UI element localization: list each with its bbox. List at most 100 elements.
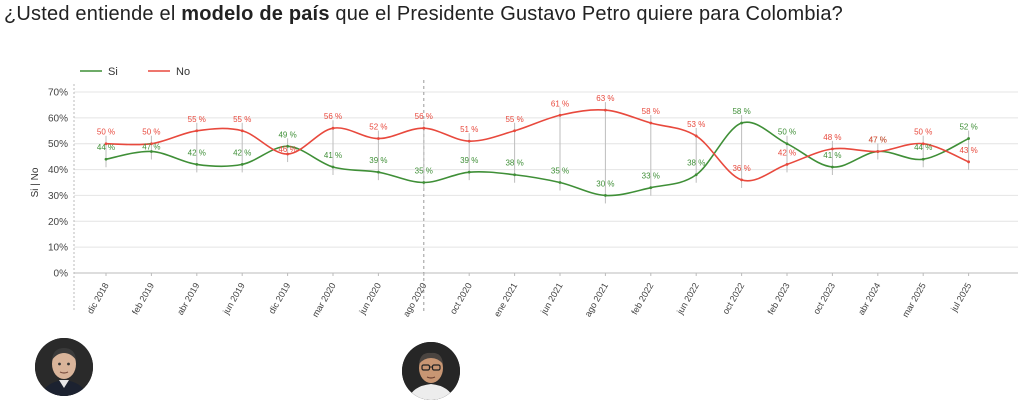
title-bold: modelo de país xyxy=(181,3,330,25)
data-label-si: 30 % xyxy=(596,179,614,188)
data-label-no: 56 % xyxy=(415,112,433,121)
data-label-no: 56 % xyxy=(324,112,342,121)
y-tick-label: 20% xyxy=(48,217,68,228)
data-point-no xyxy=(785,163,789,166)
data-label-no: 42 % xyxy=(778,148,796,157)
data-point-no xyxy=(921,142,925,146)
data-label-no: 53 % xyxy=(687,120,705,129)
series-line-no xyxy=(105,109,969,182)
title-suffix: que el Presidente Gustavo Petro quiere p… xyxy=(329,3,843,25)
data-label-no: 63 % xyxy=(596,94,614,103)
data-label-no: 46 % xyxy=(278,145,296,154)
x-tick-label: feb 2023 xyxy=(766,281,792,316)
data-point-si xyxy=(921,157,925,161)
data-point-no xyxy=(967,160,970,164)
y-axis-title: Si | No xyxy=(30,167,41,197)
data-label-si: 49 % xyxy=(278,130,296,139)
data-label-no: 52 % xyxy=(369,123,387,132)
y-tick-label: 60% xyxy=(48,113,68,124)
data-label-no: 50 % xyxy=(914,128,932,137)
y-tick-label: 0% xyxy=(54,269,69,280)
title-prefix: ¿Usted entiende el xyxy=(4,3,182,25)
data-label-no: 55 % xyxy=(505,115,523,124)
data-label-si: 47 % xyxy=(869,135,887,144)
data-label-no: 50 % xyxy=(97,128,115,137)
x-tick-label: mar 2025 xyxy=(900,281,928,319)
data-label-no: 51 % xyxy=(460,125,478,134)
x-tick-label: dic 2019 xyxy=(267,281,293,315)
y-tick-label: 50% xyxy=(48,139,68,150)
data-label-si: 47 % xyxy=(142,142,160,151)
data-label-si: 41 % xyxy=(823,151,841,160)
portrait-duque-image xyxy=(35,338,93,396)
data-point-si xyxy=(513,173,516,177)
data-point-si xyxy=(785,142,789,146)
data-label-si: 35 % xyxy=(551,167,569,176)
data-label-si: 44 % xyxy=(914,143,932,152)
data-point-no xyxy=(422,126,426,130)
x-tick-label: ene 2021 xyxy=(492,281,519,319)
data-point-si xyxy=(467,170,471,174)
series-line-si xyxy=(105,121,969,197)
data-point-si xyxy=(558,181,562,184)
x-tick-label: ago 2021 xyxy=(583,281,610,319)
data-label-si: 44 % xyxy=(97,143,115,152)
data-point-si xyxy=(740,121,743,125)
data-point-no xyxy=(831,147,834,151)
portrait-petro-image xyxy=(402,342,460,400)
data-label-si: 39 % xyxy=(460,156,478,165)
data-point-no xyxy=(740,178,743,182)
x-tick-label: jun 2019 xyxy=(220,281,246,317)
x-tick-label: abr 2024 xyxy=(856,281,882,317)
data-point-si xyxy=(967,137,970,140)
data-point-no xyxy=(876,150,880,153)
data-point-si xyxy=(377,170,380,174)
data-point-no xyxy=(558,113,562,117)
data-point-si xyxy=(694,173,698,177)
y-tick-label: 10% xyxy=(48,243,68,254)
data-point-no xyxy=(331,126,335,130)
data-label-si: 38 % xyxy=(505,159,523,168)
data-label-si: 38 % xyxy=(687,159,705,168)
data-label-si: 33 % xyxy=(642,172,660,181)
y-tick-label: 40% xyxy=(48,165,68,176)
line-chart: 0% 10% 20% 30% 40% 50% 60% 70% Si | No dic 2018 fe… xyxy=(30,66,1018,319)
data-label-no: 36 % xyxy=(732,164,750,173)
x-tick-label: abr 2019 xyxy=(175,281,201,317)
data-label-si: 39 % xyxy=(369,156,387,165)
data-label-no: 43 % xyxy=(959,146,977,155)
data-point-si xyxy=(150,150,153,153)
x-tick-label: jun 2022 xyxy=(674,281,700,317)
data-label-si: 35 % xyxy=(415,167,433,176)
y-tick-label: 30% xyxy=(48,191,68,202)
data-label-no: 50 % xyxy=(142,128,160,137)
data-point-no xyxy=(377,137,380,140)
x-tick-label: feb 2022 xyxy=(629,281,655,316)
data-point-no xyxy=(649,121,653,125)
data-label-si: 58 % xyxy=(732,107,750,116)
data-point-no xyxy=(150,142,153,146)
portrait-petro xyxy=(402,342,460,400)
legend-label-no: No xyxy=(176,66,190,78)
data-point-si xyxy=(422,181,426,184)
legend-label-si: Si xyxy=(108,66,118,78)
x-tick-label: jun 2020 xyxy=(357,281,383,317)
data-point-si xyxy=(240,163,244,166)
x-tick-label: jul 2025 xyxy=(948,281,973,314)
y-tick-label: 70% xyxy=(48,88,68,99)
data-point-no xyxy=(240,129,244,133)
data-label-si: 52 % xyxy=(959,123,977,132)
data-point-no xyxy=(467,139,471,143)
data-label-no: 55 % xyxy=(188,115,206,124)
data-point-si xyxy=(286,144,289,148)
chart-title: ¿Usted entiende el modelo de país que el… xyxy=(4,3,843,26)
data-point-si xyxy=(104,157,108,161)
x-tick-label: feb 2019 xyxy=(130,281,156,316)
data-point-si xyxy=(331,165,335,169)
data-point-no xyxy=(195,129,199,133)
x-tick-label: oct 2020 xyxy=(448,281,474,316)
data-point-no xyxy=(694,134,698,138)
data-point-no xyxy=(286,152,289,156)
data-label-no: 55 % xyxy=(233,115,251,124)
data-label-no: 48 % xyxy=(823,133,841,142)
